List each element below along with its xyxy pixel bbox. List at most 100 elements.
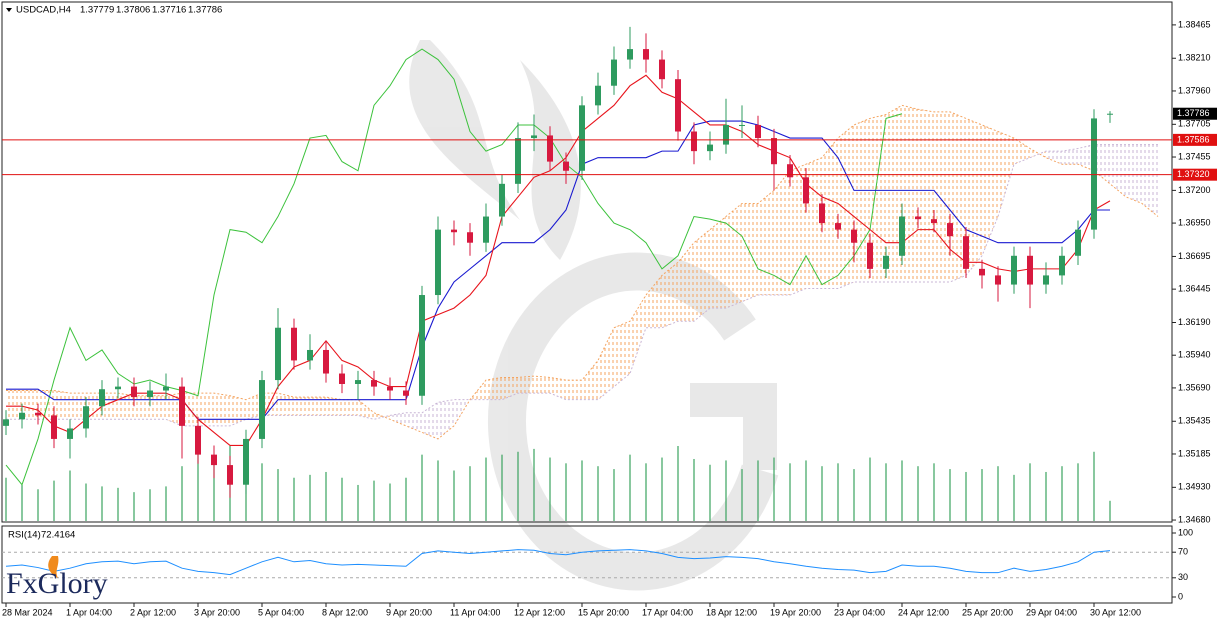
y-tick-label: 1.38465 (1178, 19, 1211, 29)
candle-body (531, 135, 537, 139)
candle-body (627, 49, 633, 60)
candle-body (467, 232, 473, 243)
candle-body (67, 428, 73, 439)
header-open: 1.37779 (80, 5, 114, 16)
cloud-segment (934, 111, 950, 282)
cloud-segment (422, 402, 438, 439)
cloud-segment (198, 393, 214, 426)
candle-body (707, 144, 713, 152)
candle-body (99, 389, 105, 407)
price-label: 1.37786 (1177, 108, 1210, 118)
level-label-box (1173, 168, 1217, 181)
candle-body (771, 138, 777, 165)
candle-body (563, 161, 569, 171)
header-high: 1.37806 (116, 5, 150, 16)
cloud-segment (854, 118, 870, 282)
x-tick-label: 24 Apr 12:00 (898, 607, 949, 617)
candle-body (515, 138, 521, 184)
cloud-segment (22, 390, 38, 420)
x-tick-label: 18 Apr 12:00 (706, 607, 757, 617)
cloud-segment (886, 105, 902, 282)
rsi-tick-label: 30 (1178, 572, 1188, 582)
x-tick-label: 30 Apr 12:00 (1090, 607, 1141, 617)
candle-body (211, 454, 217, 466)
y-tick-label: 1.38210 (1178, 53, 1211, 63)
cloud-segment (1078, 144, 1094, 171)
price-label-box (1173, 107, 1217, 120)
cloud-segment (358, 399, 374, 420)
candle-body (163, 386, 169, 391)
rsi-line (5, 549, 1111, 576)
cloud-segment (998, 131, 1014, 217)
y-tick-label: 1.37960 (1178, 85, 1211, 95)
logo-flame (48, 556, 59, 578)
candle-body (115, 386, 121, 390)
cloud-segment (1094, 144, 1110, 184)
candle-body (355, 380, 361, 384)
candle-body (403, 390, 409, 396)
y-tick-label: 1.35940 (1178, 350, 1211, 360)
main-panel (1, 1, 1173, 523)
candle-body (323, 349, 329, 374)
cloud-segment (726, 203, 742, 309)
candle-body (131, 386, 137, 398)
ichimoku-cloud (6, 105, 1158, 439)
header-arrow (6, 8, 12, 12)
x-tick-label: 2 Apr 12:00 (130, 607, 176, 617)
candle-body (3, 419, 9, 426)
x-tick-label: 25 Apr 20:00 (962, 607, 1013, 617)
y-tick-label: 1.35690 (1178, 382, 1211, 392)
cloud-segment (406, 412, 422, 433)
candle-body (35, 412, 41, 416)
rsi-value: 72.4164 (41, 530, 75, 541)
candle-body (275, 327, 281, 381)
y-tick-label: 1.37200 (1178, 185, 1211, 195)
candle-body (387, 386, 393, 391)
x-tick-label: 5 Apr 04:00 (258, 607, 304, 617)
cloud-segment (470, 380, 486, 400)
rsi-tick-label: 70 (1178, 547, 1188, 557)
cloud-segment (614, 321, 630, 387)
cloud-segment (758, 190, 774, 296)
candle-body (307, 349, 313, 361)
candle-body (899, 216, 905, 256)
watermark-g-bar (690, 383, 777, 470)
y-tick-label: 1.34680 (1178, 514, 1211, 524)
x-tick-label: 28 Mar 2024 (2, 607, 53, 617)
candle-body (259, 380, 265, 439)
candle-body (659, 59, 665, 80)
rsi-panel (1, 525, 1173, 604)
x-tick-label: 19 Apr 20:00 (770, 607, 821, 617)
chikou-line (5, 48, 903, 486)
y-tick-label: 1.35435 (1178, 416, 1211, 426)
cloud-segment (310, 397, 326, 416)
cloud-segment (918, 109, 934, 282)
cloud-segment (1126, 144, 1142, 204)
cloud-segment (534, 376, 550, 394)
candle-body (739, 124, 745, 126)
cloud-segment (390, 412, 406, 426)
header-close: 1.37786 (188, 5, 222, 16)
candle-body (979, 268, 985, 276)
cloud-segment (438, 399, 454, 439)
cloud-segment (518, 376, 534, 394)
candle-body (723, 124, 729, 145)
cloud-segment (342, 399, 358, 416)
cloud-segment (774, 170, 790, 296)
cloud-segment (1062, 148, 1078, 165)
cloud-segment (54, 390, 70, 420)
level-label: 1.37320 (1177, 169, 1210, 179)
candle-body (787, 164, 793, 178)
candle-body (643, 49, 649, 60)
x-tick-label: 12 Apr 12:00 (514, 607, 565, 617)
cloud-segment (214, 393, 230, 426)
cloud-segment (1142, 144, 1158, 217)
candle-body (1091, 118, 1097, 230)
x-tick-label: 29 Apr 04:00 (1026, 607, 1077, 617)
candle-body (195, 425, 201, 455)
x-tick-label: 17 Apr 04:00 (642, 607, 693, 617)
candle-body (227, 465, 233, 485)
